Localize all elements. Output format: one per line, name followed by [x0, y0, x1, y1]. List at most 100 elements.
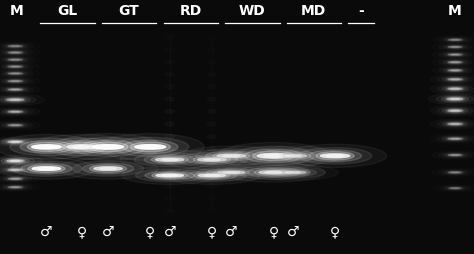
Ellipse shape	[448, 124, 462, 125]
Ellipse shape	[223, 172, 239, 173]
Ellipse shape	[217, 154, 246, 158]
Ellipse shape	[135, 145, 166, 150]
Ellipse shape	[186, 155, 237, 165]
Ellipse shape	[443, 46, 467, 50]
Ellipse shape	[70, 138, 146, 157]
Ellipse shape	[9, 178, 22, 180]
Ellipse shape	[55, 141, 108, 154]
Ellipse shape	[2, 65, 28, 70]
Ellipse shape	[8, 67, 22, 68]
Ellipse shape	[2, 80, 28, 84]
Ellipse shape	[448, 70, 462, 72]
Ellipse shape	[6, 66, 25, 69]
Text: ♀: ♀	[268, 224, 279, 238]
Ellipse shape	[448, 172, 462, 173]
Text: -: -	[358, 4, 364, 18]
Ellipse shape	[448, 62, 462, 64]
Ellipse shape	[30, 135, 133, 160]
Ellipse shape	[257, 154, 290, 158]
Ellipse shape	[194, 172, 230, 179]
Ellipse shape	[0, 155, 43, 167]
Ellipse shape	[450, 99, 460, 100]
Ellipse shape	[197, 167, 265, 178]
Ellipse shape	[247, 168, 300, 178]
Ellipse shape	[90, 165, 127, 173]
Ellipse shape	[0, 139, 33, 145]
Ellipse shape	[442, 122, 468, 127]
Text: ♂: ♂	[40, 224, 53, 238]
Ellipse shape	[6, 88, 25, 92]
Ellipse shape	[326, 155, 344, 157]
Ellipse shape	[451, 71, 459, 72]
Ellipse shape	[451, 111, 459, 112]
Ellipse shape	[176, 153, 247, 167]
Ellipse shape	[11, 161, 82, 177]
Ellipse shape	[11, 187, 19, 188]
Ellipse shape	[260, 167, 326, 178]
Ellipse shape	[94, 167, 122, 171]
Ellipse shape	[447, 69, 464, 73]
Ellipse shape	[320, 154, 350, 158]
Ellipse shape	[11, 53, 19, 54]
Ellipse shape	[269, 169, 317, 177]
Ellipse shape	[0, 96, 36, 104]
Ellipse shape	[2, 88, 28, 92]
Ellipse shape	[245, 149, 302, 163]
Ellipse shape	[11, 74, 19, 75]
Ellipse shape	[446, 137, 464, 141]
Ellipse shape	[73, 161, 144, 177]
Ellipse shape	[165, 122, 174, 126]
Ellipse shape	[8, 53, 22, 54]
Ellipse shape	[100, 168, 117, 170]
Ellipse shape	[2, 72, 28, 76]
Ellipse shape	[448, 47, 462, 49]
Ellipse shape	[99, 146, 117, 148]
Ellipse shape	[9, 187, 22, 188]
Ellipse shape	[451, 80, 459, 81]
Ellipse shape	[6, 124, 25, 128]
Ellipse shape	[449, 188, 461, 189]
Text: ♂: ♂	[164, 224, 176, 238]
Ellipse shape	[11, 81, 19, 82]
Ellipse shape	[451, 40, 459, 41]
Ellipse shape	[451, 124, 459, 125]
Ellipse shape	[8, 160, 23, 162]
Ellipse shape	[67, 145, 96, 149]
Ellipse shape	[451, 172, 459, 173]
Ellipse shape	[233, 147, 314, 166]
Ellipse shape	[2, 140, 28, 145]
Ellipse shape	[253, 151, 294, 161]
Ellipse shape	[442, 137, 468, 141]
Ellipse shape	[155, 158, 184, 162]
Ellipse shape	[0, 158, 96, 180]
Ellipse shape	[196, 149, 267, 163]
Ellipse shape	[237, 166, 310, 180]
Ellipse shape	[88, 142, 128, 152]
Ellipse shape	[309, 150, 362, 162]
Text: ♂: ♂	[287, 224, 299, 238]
Ellipse shape	[448, 155, 462, 156]
Ellipse shape	[264, 172, 283, 173]
Ellipse shape	[8, 169, 22, 171]
Text: MD: MD	[301, 4, 327, 18]
Ellipse shape	[6, 72, 25, 76]
Ellipse shape	[451, 55, 459, 56]
Ellipse shape	[27, 143, 65, 152]
Ellipse shape	[2, 51, 28, 56]
Ellipse shape	[264, 155, 283, 157]
Ellipse shape	[198, 174, 226, 177]
Ellipse shape	[275, 153, 311, 160]
Ellipse shape	[2, 58, 28, 63]
Ellipse shape	[445, 98, 465, 102]
Ellipse shape	[217, 143, 330, 170]
Ellipse shape	[447, 187, 463, 190]
Ellipse shape	[161, 159, 178, 161]
Ellipse shape	[73, 146, 91, 148]
Ellipse shape	[8, 112, 22, 113]
Ellipse shape	[206, 151, 257, 161]
Ellipse shape	[448, 40, 462, 41]
Ellipse shape	[3, 177, 27, 181]
Ellipse shape	[316, 152, 354, 161]
Ellipse shape	[437, 86, 473, 93]
Ellipse shape	[82, 163, 134, 174]
